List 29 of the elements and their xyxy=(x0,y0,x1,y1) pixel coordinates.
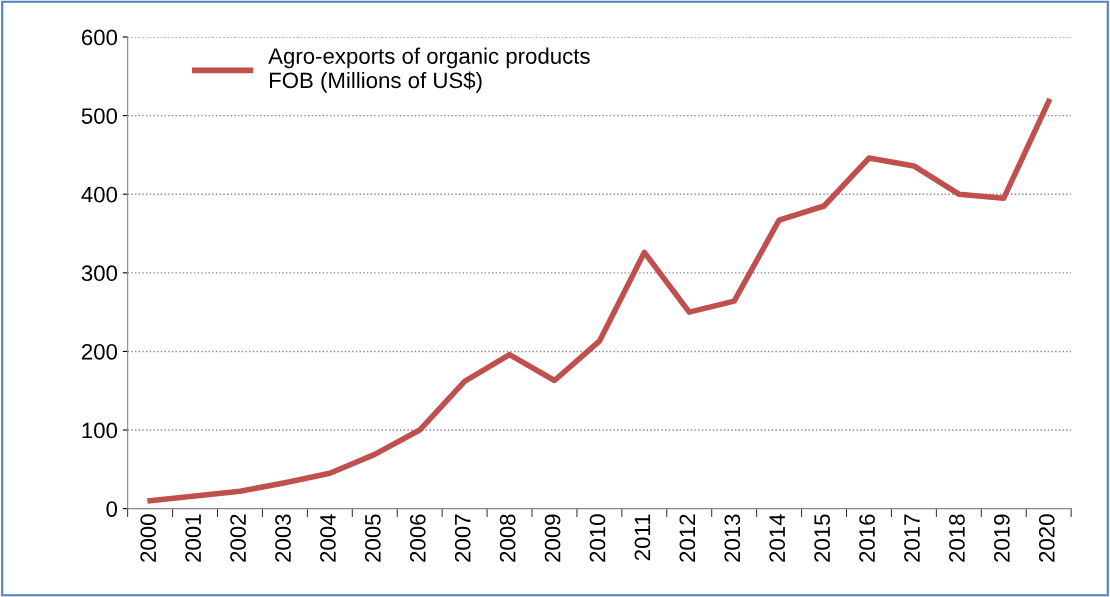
x-tick-label: 2009 xyxy=(544,514,561,562)
x-tick-label: 2018 xyxy=(949,514,965,562)
x-tick-label: 2000 xyxy=(140,514,157,562)
x-tick-label: 2015 xyxy=(814,514,831,562)
x-tick-label: 2011 xyxy=(634,514,651,561)
x-tick-label: 2012 xyxy=(679,514,696,562)
x-tick-label: 2010 xyxy=(589,514,606,562)
x-tick-label: 2004 xyxy=(320,514,336,562)
x-tick-label: 2019 xyxy=(993,514,1010,562)
y-tick-label: 200 xyxy=(81,343,118,360)
x-tick-label: 2005 xyxy=(364,514,381,562)
x-tick-label: 2008 xyxy=(499,514,516,562)
y-tick-label: 100 xyxy=(82,422,118,439)
y-tick-label: 400 xyxy=(81,186,118,203)
x-tick-label: 2007 xyxy=(454,514,471,562)
x-tick-label: 2017 xyxy=(904,514,920,562)
x-tick-label: 2020 xyxy=(1038,514,1055,562)
x-tick-label: 2001 xyxy=(185,514,202,562)
x-tick-label: 2016 xyxy=(859,514,875,562)
x-tick-label: 2013 xyxy=(724,514,741,562)
x-tick-label: 2006 xyxy=(409,514,426,562)
x-tick-label: 2003 xyxy=(275,514,291,562)
y-tick-label: 0 xyxy=(106,501,118,517)
y-tick-label: 600 xyxy=(81,29,118,46)
x-tick-label: 2002 xyxy=(230,514,246,562)
legend-label: Agro-exports of organic products FOB (Millions of US$) xyxy=(268,47,590,93)
x-tick-label: 2014 xyxy=(769,514,786,562)
y-tick-label: 300 xyxy=(81,265,118,282)
y-tick-label: 500 xyxy=(81,108,118,124)
